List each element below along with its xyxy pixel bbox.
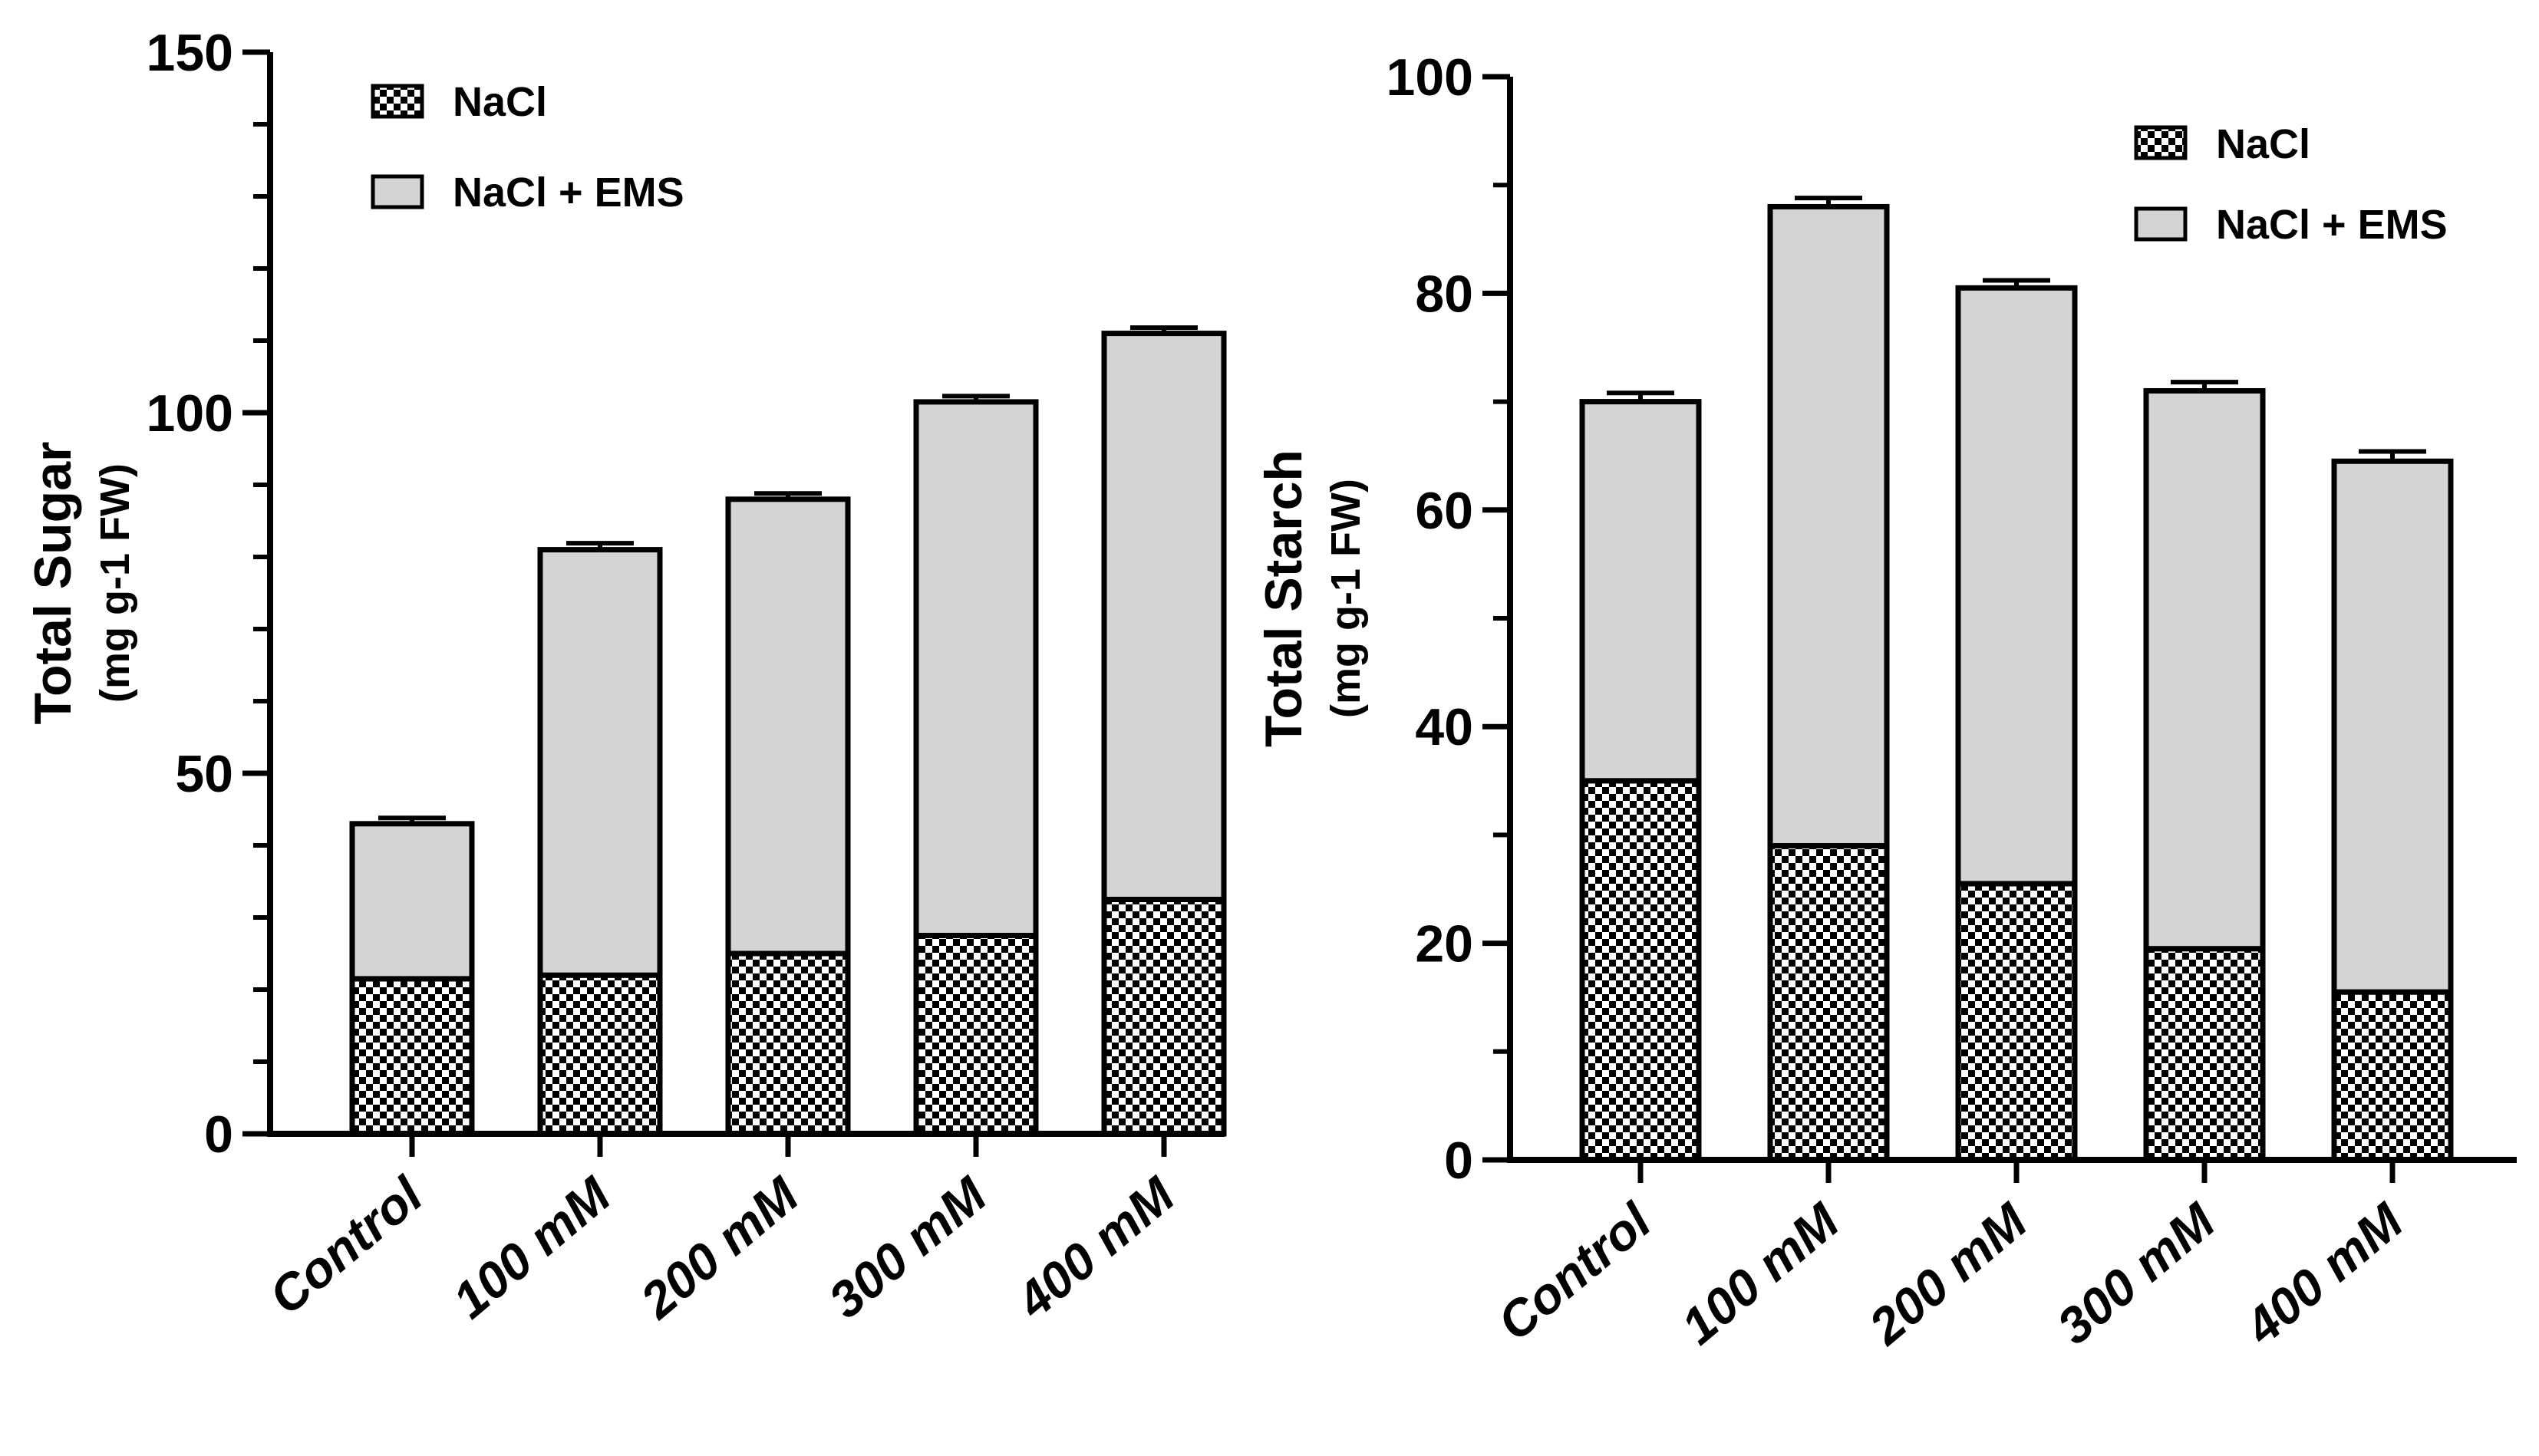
- sugar-x-tick-label: 300 mM: [818, 1165, 998, 1329]
- starch-y-tick-label: 20: [1415, 915, 1473, 973]
- starch-y-tick-label: 0: [1444, 1132, 1473, 1190]
- starch-y-tick-label: 100: [1387, 48, 1473, 107]
- starch-y-axis-title: Total Starch (mg g-1 FW): [1255, 450, 1369, 747]
- sugar-bar-nacl-ems: [725, 496, 851, 957]
- starch-y-title: Total Starch: [1255, 450, 1313, 747]
- starch-bar-nacl-ems: [1579, 399, 1702, 784]
- starch-legend-swatch-nacl: [2134, 125, 2188, 160]
- sugar-y-tick-label: 50: [175, 745, 233, 803]
- starch-y-ticks: 0 20 40 60 80 100: [1387, 48, 1510, 1190]
- starch-x-tick-label: 100 mM: [1670, 1191, 1851, 1356]
- starch-bar-nacl-ems: [2331, 458, 2454, 995]
- sugar-x-tick-label: 400 mM: [1004, 1165, 1185, 1330]
- sugar-bar-nacl-ems: [1101, 331, 1227, 903]
- sugar-bar-nacl: [1101, 897, 1227, 1137]
- starch-x-tick-label: 400 mM: [2233, 1191, 2414, 1356]
- starch-legend: NaCl NaCl + EMS: [2134, 121, 2448, 248]
- sugar-y-unit: (mg g-1 FW): [92, 463, 138, 703]
- starch-legend-swatch-nacl-ems: [2134, 206, 2188, 242]
- starch-bar-nacl-ems: [1767, 203, 1890, 849]
- starch-chart: Total Starch (mg g-1 FW) 0 20 40 60 80 100 Co…: [1255, 48, 2517, 1356]
- starch-y-unit: (mg g-1 FW): [1323, 479, 1369, 718]
- starch-y-tick-label: 60: [1415, 482, 1473, 540]
- starch-bar-nacl-ems: [2143, 387, 2266, 952]
- starch-x-tick-labels: Control 100 mM 200 mM 300 mM 400 mM: [1487, 1191, 2415, 1356]
- starch-bars: [1579, 196, 2454, 1183]
- sugar-bar-nacl: [349, 976, 475, 1137]
- sugar-legend-swatch-nacl-ems: [371, 174, 424, 209]
- sugar-y-tick-label: 150: [147, 24, 233, 82]
- starch-x-tick-label: Control: [1487, 1191, 1663, 1352]
- sugar-y-title: Total Sugar: [24, 442, 82, 725]
- starch-bar-nacl: [1767, 843, 1890, 1163]
- sugar-bar-nacl: [725, 950, 851, 1137]
- starch-y-tick-label: 40: [1415, 698, 1473, 756]
- sugar-x-tick-label: Control: [259, 1165, 434, 1326]
- starch-legend-label-nacl: NaCl: [2216, 121, 2310, 167]
- sugar-bar-nacl-ems: [537, 547, 663, 978]
- sugar-y-ticks: 0 50 100 150: [147, 24, 270, 1164]
- sugar-chart: Total Sugar (mg g-1 FW) 0 50 100 150 Contro…: [24, 24, 1227, 1330]
- sugar-bar-nacl: [913, 933, 1039, 1137]
- sugar-y-tick-label: 0: [204, 1105, 233, 1164]
- starch-y-tick-label: 80: [1415, 265, 1473, 323]
- sugar-bar-nacl-ems: [349, 821, 475, 982]
- sugar-bar-nacl-ems: [913, 399, 1039, 938]
- starch-bar-nacl: [1579, 778, 1702, 1163]
- sugar-legend: NaCl NaCl + EMS: [371, 79, 684, 216]
- sugar-y-axis-title: Total Sugar (mg g-1 FW): [24, 442, 138, 725]
- sugar-legend-label-nacl-ems: NaCl + EMS: [453, 170, 684, 216]
- starch-x-tick-label: 200 mM: [1857, 1191, 2038, 1356]
- starch-bar-nacl: [1955, 881, 2078, 1163]
- sugar-y-tick-label: 100: [147, 384, 233, 443]
- starch-bar-nacl: [2143, 946, 2266, 1163]
- sugar-legend-label-nacl: NaCl: [453, 79, 547, 125]
- sugar-x-tick-label: 100 mM: [442, 1165, 622, 1329]
- starch-bar-nacl-ems: [1955, 285, 2078, 887]
- sugar-bar-nacl: [537, 972, 663, 1137]
- sugar-bars: [349, 325, 1227, 1157]
- sugar-legend-swatch-nacl: [371, 84, 424, 119]
- sugar-x-tick-label: 200 mM: [628, 1165, 810, 1330]
- sugar-x-tick-labels: Control 100 mM 200 mM 300 mM 400 mM: [259, 1165, 1186, 1330]
- starch-legend-label-nacl-ems: NaCl + EMS: [2216, 202, 2448, 248]
- starch-bar-nacl: [2331, 989, 2454, 1163]
- starch-x-tick-label: 300 mM: [2046, 1191, 2227, 1356]
